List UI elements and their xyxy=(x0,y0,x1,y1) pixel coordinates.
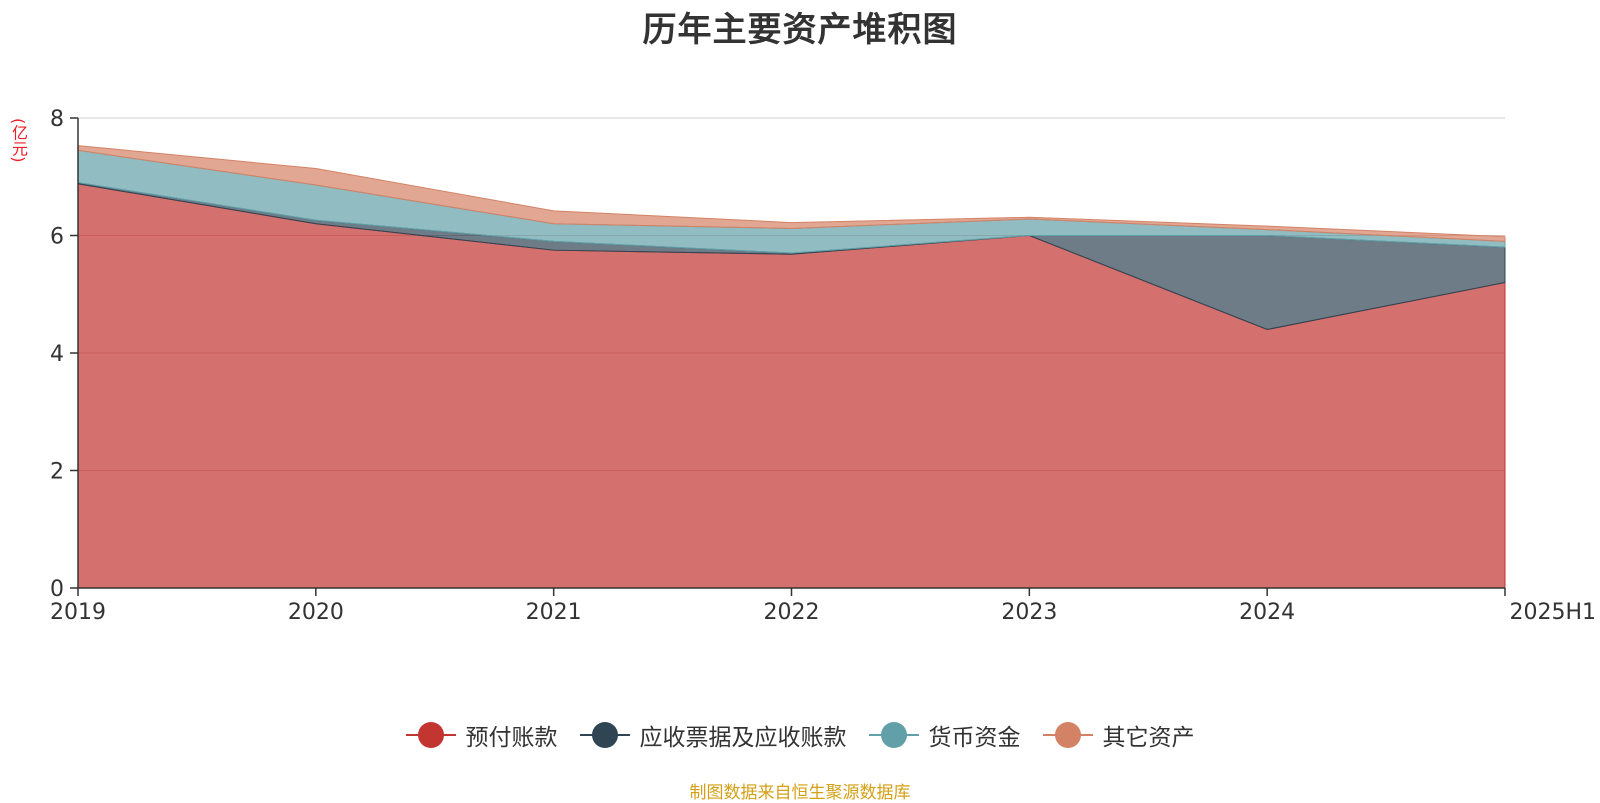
legend: 预付账款 应收票据及应收账款 货币资金 其它资产 xyxy=(0,718,1600,752)
y-tick-label-4: 8 xyxy=(50,107,64,132)
axes: 0 2 4 6 8 2019 2020 2021 2022 2023 2024 2025H1 xyxy=(50,107,1596,625)
x-tick-label-5: 2024 xyxy=(1239,600,1295,625)
source-note: 制图数据来自恒生聚源数据库 xyxy=(689,783,911,803)
legend-marker-icon xyxy=(579,722,630,748)
legend-label: 预付账款 xyxy=(465,725,558,751)
x-tick-label-1: 2020 xyxy=(288,600,344,625)
y-tick-label-2: 4 xyxy=(50,342,64,367)
legend-label: 其它资产 xyxy=(1102,725,1195,751)
x-tick-label-0: 2019 xyxy=(50,600,106,625)
legend-item-0[interactable]: 预付账款 xyxy=(405,718,558,752)
y-axis-unit-label: (亿元) xyxy=(9,118,28,163)
legend-item-2[interactable]: 货币资金 xyxy=(868,718,1021,752)
legend-marker-icon xyxy=(868,722,919,748)
x-tick-label-3: 2022 xyxy=(764,600,820,625)
legend-item-3[interactable]: 其它资产 xyxy=(1042,718,1195,752)
stacked-areas xyxy=(77,145,1506,589)
y-tick-label-1: 2 xyxy=(50,460,64,485)
area-series-3 xyxy=(77,145,1506,242)
x-tick-label-2: 2021 xyxy=(526,600,582,625)
x-tick-label-6: 2025H1 xyxy=(1509,600,1596,625)
legend-marker-icon xyxy=(405,722,456,748)
x-tick-label-4: 2023 xyxy=(1001,600,1057,625)
legend-item-1[interactable]: 应收票据及应收账款 xyxy=(579,718,847,752)
chart-title: 历年主要资产堆积图 xyxy=(642,10,958,50)
legend-label: 货币资金 xyxy=(928,725,1021,751)
legend-label: 应收票据及应收账款 xyxy=(639,725,847,751)
legend-marker-icon xyxy=(1042,722,1093,748)
y-tick-label-3: 6 xyxy=(50,225,64,250)
y-tick-label-0: 0 xyxy=(50,577,64,602)
